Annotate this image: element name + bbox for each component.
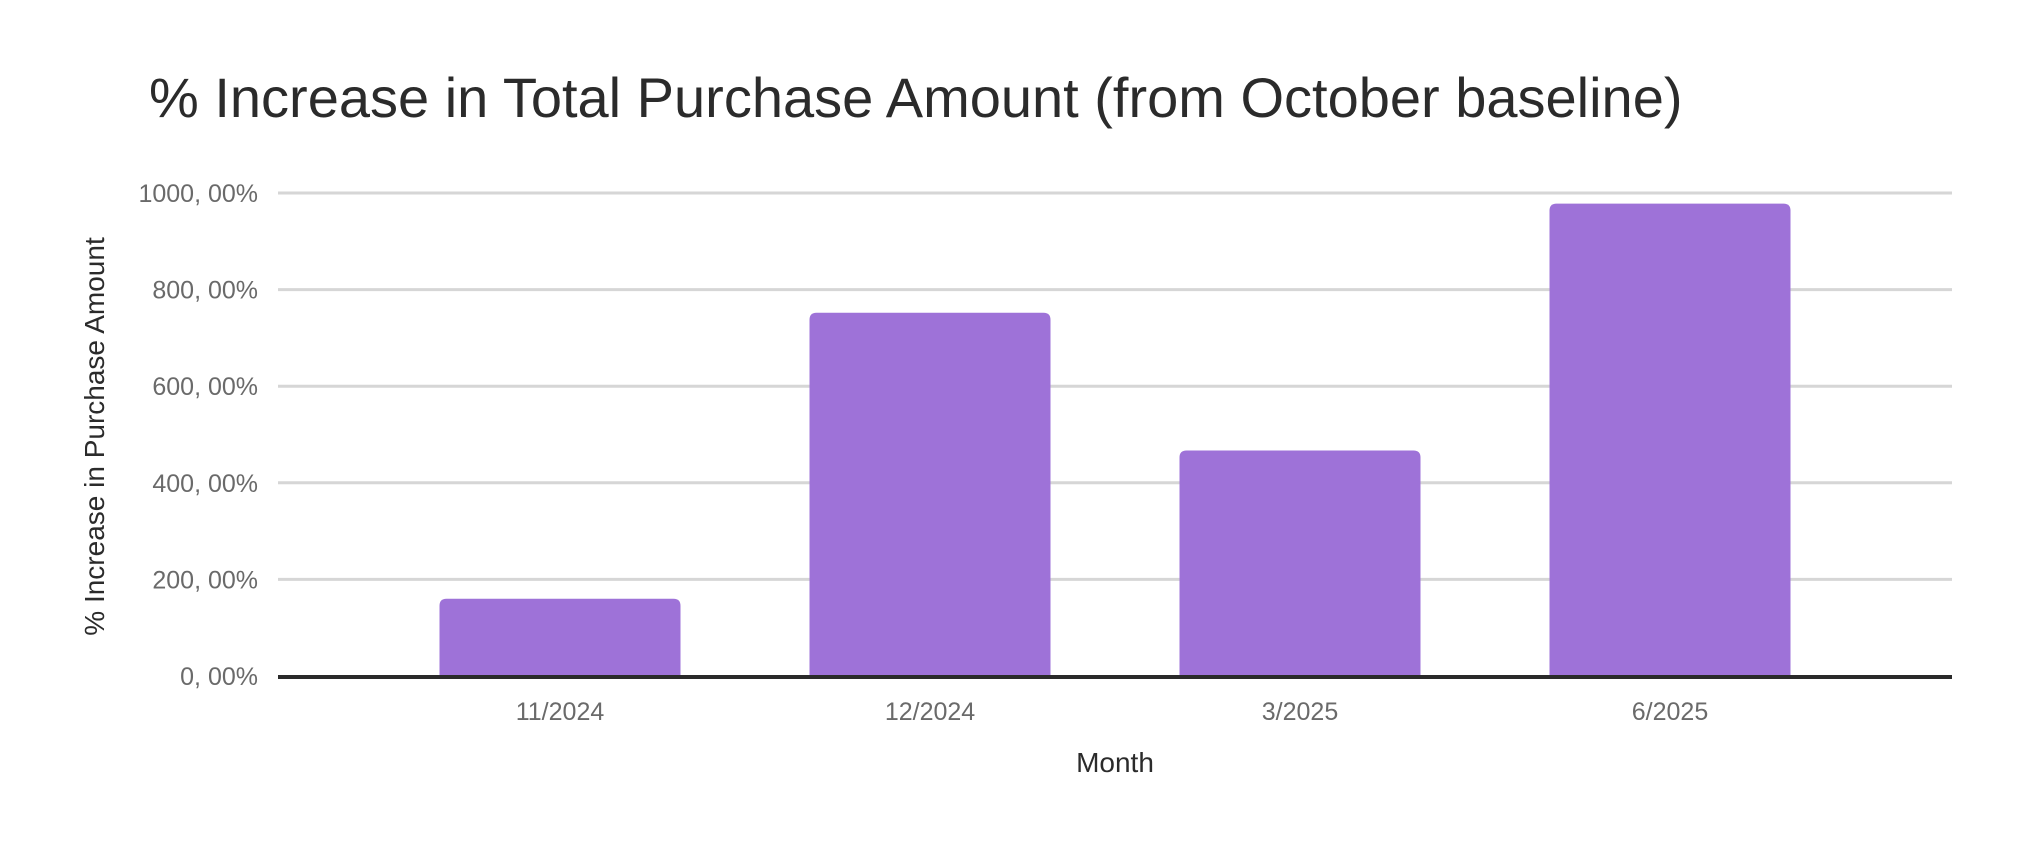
y-tick-label: 200, 00% [152, 566, 258, 594]
bar [1549, 203, 1791, 676]
y-axis-title: % Increase in Purchase Amount [79, 237, 110, 636]
y-axis-ticks: 0, 00% 200, 00% 400, 00% 600, 00% 800, 00% 10… [138, 180, 258, 691]
x-tick-label: 12/2024 [885, 698, 975, 726]
chart-title: % Increase in Total Purchase Amount (fro… [149, 66, 1683, 129]
x-tick-label: 3/2025 [1262, 698, 1338, 726]
bars [439, 203, 1791, 676]
x-tick-label: 6/2025 [1632, 698, 1708, 726]
y-tick-label: 400, 00% [152, 470, 258, 498]
y-tick-label: 600, 00% [152, 373, 258, 401]
y-tick-label: 800, 00% [152, 277, 258, 305]
bar [439, 598, 681, 676]
bar [1179, 450, 1421, 676]
x-axis-ticks: 11/2024 12/2024 3/2025 6/2025 [516, 698, 1708, 726]
x-axis-title: Month [1076, 747, 1154, 778]
bar [809, 312, 1051, 676]
y-tick-label: 1000, 00% [138, 180, 258, 208]
y-tick-label: 0, 00% [180, 663, 258, 691]
x-tick-label: 11/2024 [516, 698, 605, 726]
